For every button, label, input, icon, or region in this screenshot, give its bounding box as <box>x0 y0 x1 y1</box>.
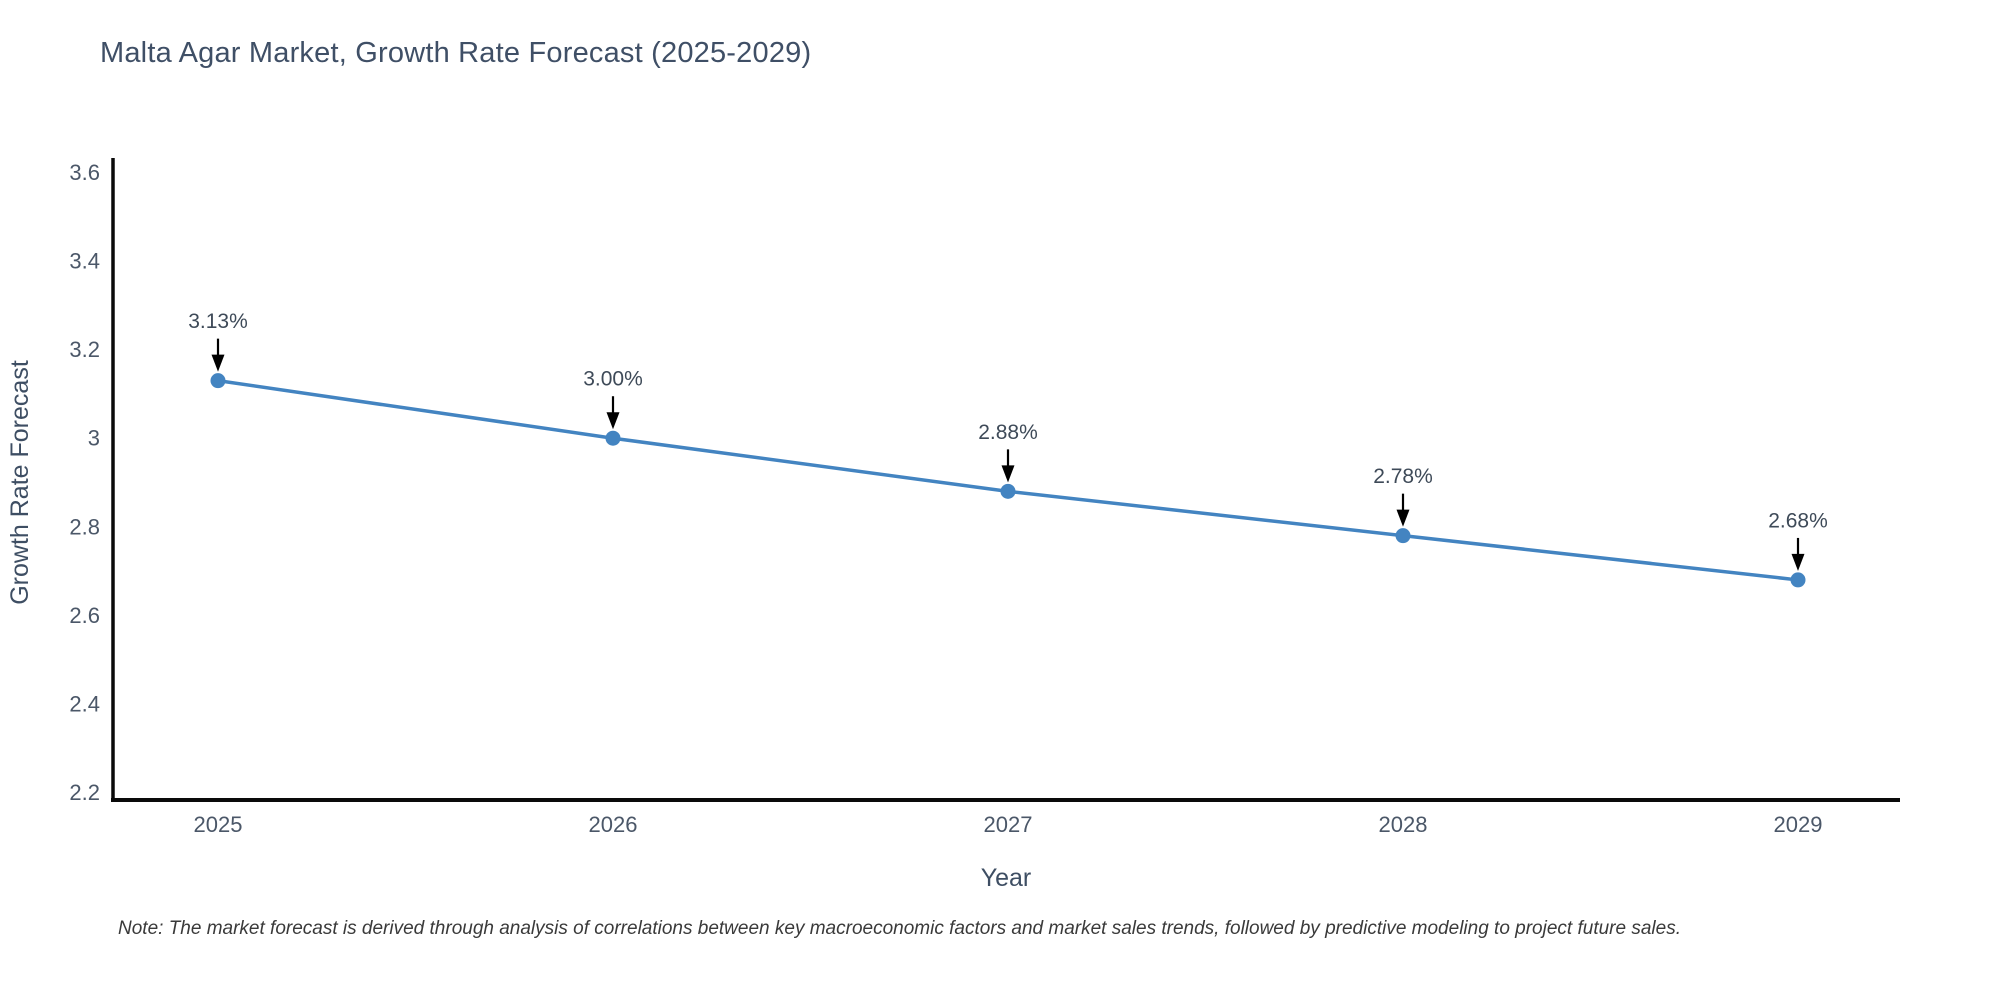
page-title: Malta Agar Market, Growth Rate Forecast … <box>100 37 812 69</box>
x-tick-label: 2025 <box>194 812 243 837</box>
y-tick-label: 2.8 <box>69 514 100 539</box>
x-tick-label: 2029 <box>1774 812 1823 837</box>
annotation-arrowhead <box>1791 553 1805 571</box>
data-point <box>605 430 621 446</box>
y-tick-label: 3.2 <box>69 337 100 362</box>
data-point <box>1000 483 1016 499</box>
footnote-text: Note: The market forecast is derived thr… <box>118 918 1681 939</box>
y-tick-label: 2.6 <box>69 603 100 628</box>
annotation-arrowhead <box>211 354 225 372</box>
y-tick-label: 2.4 <box>69 691 100 716</box>
y-tick-label: 2.2 <box>69 780 100 805</box>
point-value-label: 3.13% <box>188 310 248 333</box>
annotation-arrowhead <box>606 412 620 430</box>
y-tick-label: 3 <box>88 426 100 451</box>
x-tick-label: 2028 <box>1379 812 1428 837</box>
annotation-arrowhead <box>1001 465 1015 483</box>
data-point <box>210 373 226 389</box>
x-axis-title: Year <box>981 864 1032 892</box>
x-tick-label: 2027 <box>984 812 1033 837</box>
point-value-label: 3.00% <box>583 368 643 391</box>
point-value-label: 2.68% <box>1768 509 1828 532</box>
y-tick-label: 3.6 <box>69 160 100 185</box>
annotation-arrowhead <box>1396 509 1410 527</box>
y-tick-label: 3.4 <box>69 249 100 274</box>
x-tick-label: 2026 <box>589 812 638 837</box>
point-value-label: 2.78% <box>1373 465 1433 488</box>
data-point <box>1790 572 1806 588</box>
y-axis-title: Growth Rate Forecast <box>6 360 34 605</box>
data-point <box>1395 528 1411 544</box>
point-value-label: 2.88% <box>978 421 1038 444</box>
